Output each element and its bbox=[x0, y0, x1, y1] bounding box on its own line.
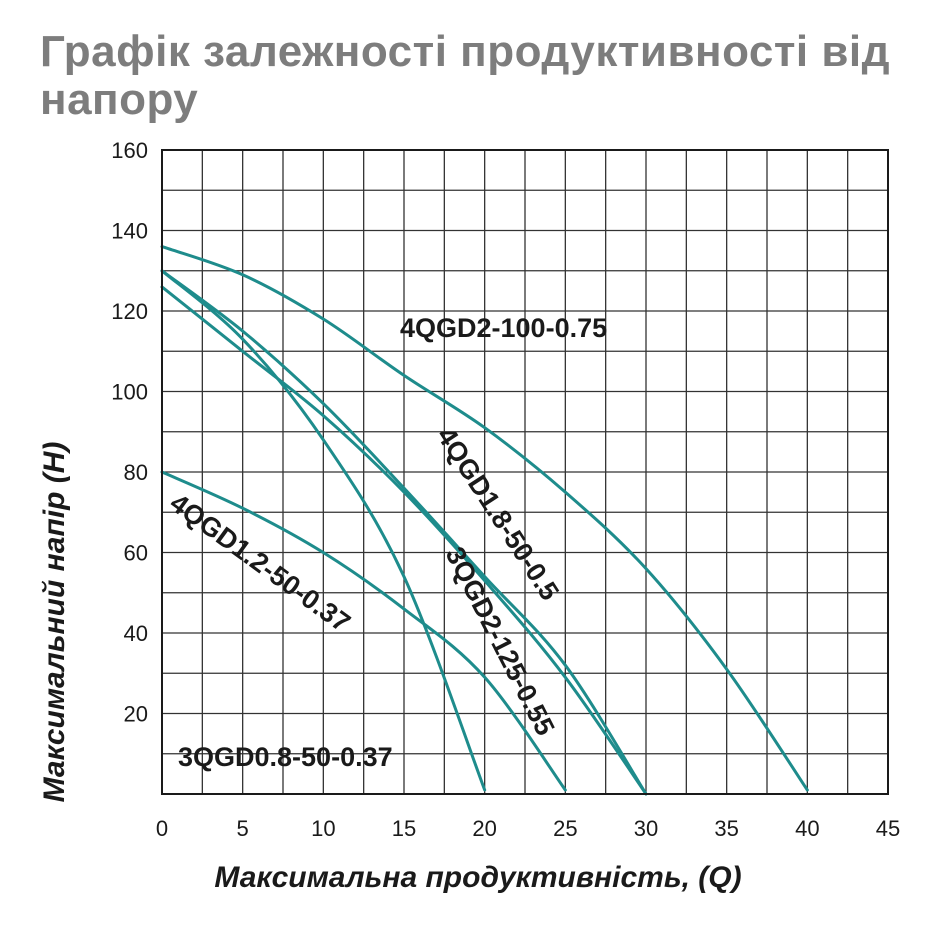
plot-frame bbox=[161, 149, 889, 795]
series-label-4qgd2-100-075: 4QGD2-100-0.75 bbox=[400, 313, 607, 343]
x-tick-label: 25 bbox=[553, 816, 577, 841]
series-label-4qgd18-50-05: 4QGD1.8-50-0.5 bbox=[431, 422, 565, 606]
y-tick-labels: 20 40 60 80 100 120 140 160 bbox=[111, 138, 148, 727]
x-tick-label: 0 bbox=[156, 816, 168, 841]
series-line-4qgd1-2-50-0-37 bbox=[160, 470, 567, 792]
y-tick-label: 120 bbox=[111, 299, 148, 324]
y-tick-label: 160 bbox=[111, 138, 148, 163]
x-tick-label: 15 bbox=[392, 816, 416, 841]
series-line-3qgd2-125-0-55 bbox=[160, 285, 648, 796]
grid bbox=[162, 150, 888, 794]
x-tick-labels: 0 5 10 15 20 25 30 35 40 45 bbox=[156, 816, 900, 841]
x-tick-label: 5 bbox=[237, 816, 249, 841]
x-tick-label: 40 bbox=[795, 816, 819, 841]
series-line-4qgd1-8-50-0-5 bbox=[160, 269, 648, 796]
y-tick-label: 60 bbox=[124, 541, 148, 566]
x-axis-title: Максимальна продуктивність, (Q) bbox=[214, 861, 741, 894]
chart-title: Графік залежності продуктивності від нап… bbox=[40, 27, 891, 124]
y-tick-label: 80 bbox=[124, 460, 148, 485]
series-line-3qgd0-8-50-0-37 bbox=[160, 269, 487, 792]
series-line-4qgd2-100-0-75 bbox=[160, 245, 809, 792]
y-tick-label: 20 bbox=[124, 702, 148, 727]
series-lines bbox=[160, 245, 809, 796]
y-tick-label: 40 bbox=[124, 621, 148, 646]
x-tick-label: 30 bbox=[634, 816, 658, 841]
y-axis-title: Максимальний напір (H) bbox=[38, 442, 71, 803]
x-tick-label: 35 bbox=[714, 816, 738, 841]
x-tick-label: 45 bbox=[876, 816, 900, 841]
series-label-3qgd08-50-037: 3QGD0.8-50-0.37 bbox=[178, 742, 393, 772]
y-tick-label: 100 bbox=[111, 380, 148, 405]
x-tick-label: 20 bbox=[472, 816, 496, 841]
x-tick-label: 10 bbox=[311, 816, 335, 841]
series-label-4qgd12-50-037: 4QGD1.2-50-0.37 bbox=[164, 488, 355, 638]
y-tick-label: 140 bbox=[111, 219, 148, 244]
